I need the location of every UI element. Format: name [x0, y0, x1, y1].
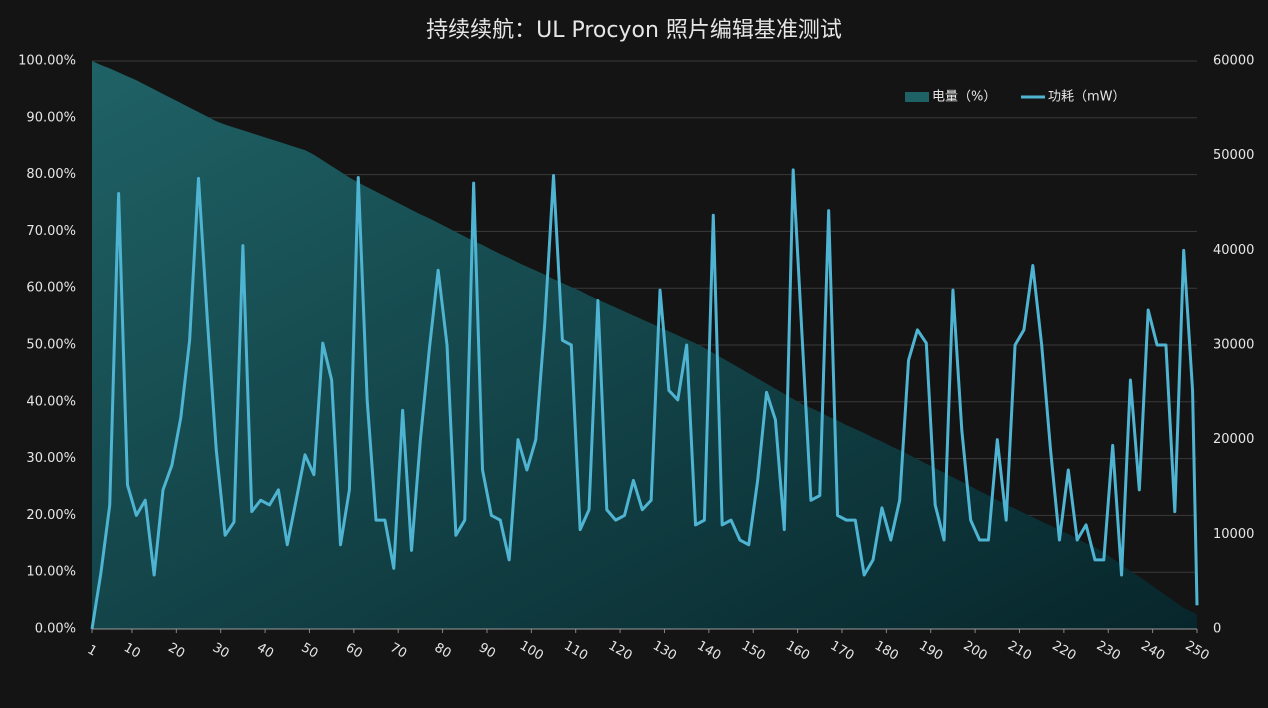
- y-tick-label: 90.00%: [26, 110, 76, 125]
- x-tick-label: 200: [961, 638, 990, 663]
- x-tick-label: 140: [694, 638, 723, 663]
- x-tick-label: 190: [916, 638, 945, 663]
- x-tick-label: 220: [1049, 638, 1078, 663]
- y2-tick-label: 0: [1213, 622, 1221, 637]
- x-tick-label: 250: [1182, 638, 1211, 663]
- x-tick-label: 60: [343, 640, 365, 661]
- x-tick-label: 130: [650, 638, 679, 663]
- x-tick-label: 10: [121, 640, 143, 661]
- line: [90, 168, 1199, 630]
- legend-swatch: [905, 92, 929, 102]
- y-tick-label: 80.00%: [26, 167, 76, 182]
- y-tick-label: 70.00%: [26, 224, 76, 239]
- x-tick-label: 110: [561, 638, 590, 663]
- y2-tick-label: 40000: [1213, 243, 1254, 258]
- y-tick-label: 30.00%: [26, 451, 76, 466]
- x-tick-label: 100: [517, 638, 546, 663]
- x-tick-label: 120: [606, 638, 635, 663]
- y-tick-label: 100.00%: [18, 54, 76, 69]
- y2-tick-label: 60000: [1213, 54, 1254, 69]
- y2-tick-label: 10000: [1213, 527, 1254, 542]
- y-tick-label: 60.00%: [26, 281, 76, 296]
- x-tick-label: 70: [387, 640, 409, 661]
- x-tick-label: 90: [476, 640, 498, 661]
- y-tick-label: 20.00%: [26, 508, 76, 523]
- chart-title: 持续续航：UL Procyon 照片编辑基准测试: [426, 18, 842, 43]
- y2-tick-label: 20000: [1213, 432, 1254, 447]
- y2-tick-label: 50000: [1213, 148, 1254, 163]
- x-tick-label: 50: [299, 640, 321, 661]
- legend-label: 功耗（mW）: [1048, 90, 1126, 105]
- legend-label: 电量（%）: [932, 90, 996, 105]
- x-tick-label: 170: [827, 638, 856, 663]
- y-tick-label: 40.00%: [26, 394, 76, 409]
- x-tick-label: 40: [254, 640, 276, 661]
- x-tick-label: 180: [872, 638, 901, 663]
- x-tick-label: 240: [1138, 638, 1167, 663]
- x-tick-label: 230: [1094, 638, 1123, 663]
- y-tick-label: 0.00%: [35, 622, 76, 637]
- x-tick-label: 210: [1005, 638, 1034, 663]
- x-tick-label: 1: [85, 642, 100, 659]
- y-tick-label: 50.00%: [26, 338, 76, 353]
- x-tick-label: 160: [783, 638, 812, 663]
- x-tick-label: 150: [739, 638, 768, 663]
- y-tick-label: 10.00%: [26, 565, 76, 580]
- x-tick-label: 20: [165, 640, 187, 661]
- y2-tick-label: 30000: [1213, 338, 1254, 353]
- x-tick-label: 80: [432, 640, 454, 661]
- x-tick-label: 30: [210, 640, 232, 661]
- area: [92, 61, 1197, 629]
